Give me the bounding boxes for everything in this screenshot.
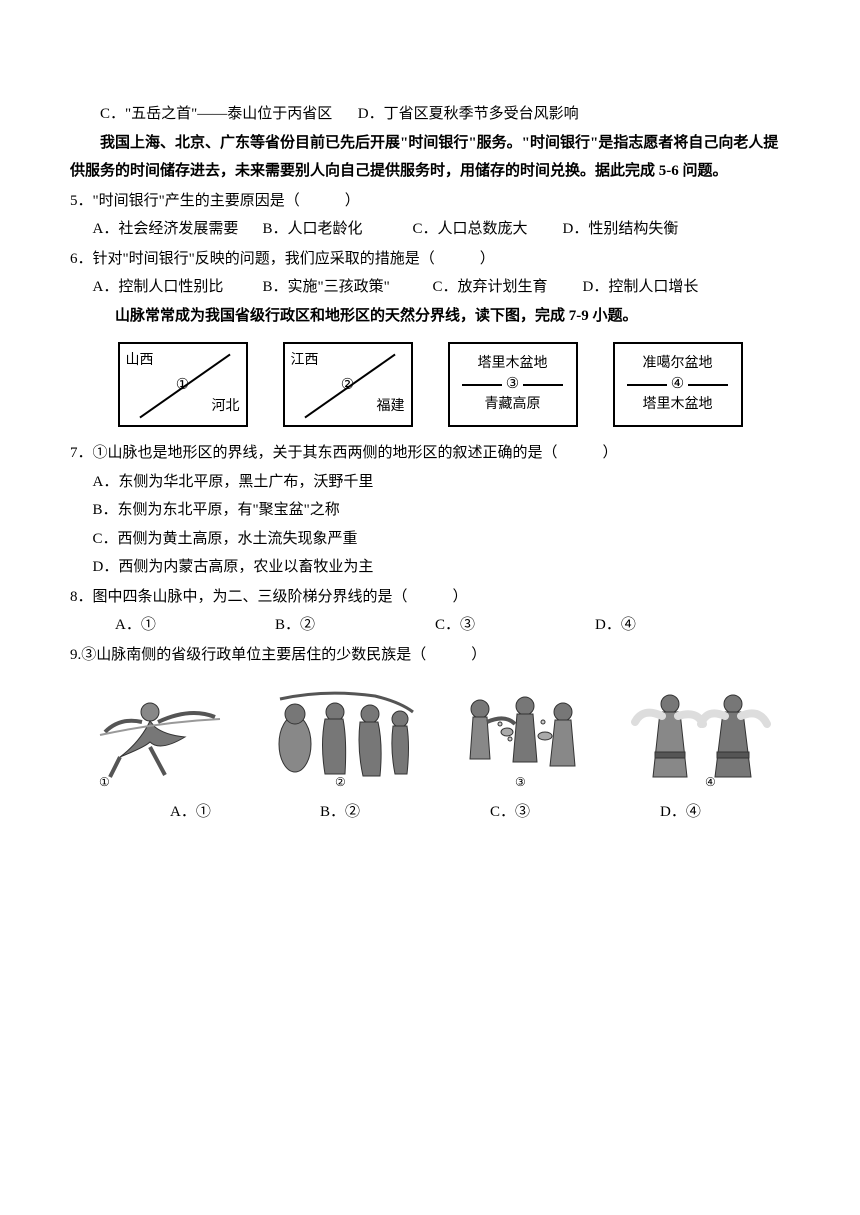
q5-opt-b: B．人口老龄化 [263,215,413,244]
q4-opt-c: C．"五岳之首"——泰山位于丙省区 [100,106,332,122]
diagram-3: 塔里木盆地 ③ 青藏高原 [448,342,578,427]
q5-options: A．社会经济发展需要 B．人口老龄化 C．人口总数庞大 D．性别结构失衡 [70,215,790,244]
q7-stem: 7．①山脉也是地形区的界线，关于其东西两侧的地形区的叙述正确的是（ ） [70,439,790,468]
q9-stem: 9.③山脉南侧的省级行政单位主要居住的少数民族是（ ） [70,641,790,670]
passage-5-6: 我国上海、北京、广东等省份目前已先后开展"时间银行"服务。"时间银行"是指志愿者… [70,129,790,186]
q6-opt-c: C．放弃计划生育 [433,273,583,302]
q6-opt-b: B．实施"三孩政策" [263,273,433,302]
q4-opt-d: D．丁省区夏秋季节多受台风影响 [358,106,579,122]
q7-opt-b: B．东侧为东北平原，有"聚宝盆"之称 [70,496,790,525]
q7-opt-c: C．西侧为黄土高原，水土流失现象严重 [70,525,790,554]
ethnic-images: ① ② [70,679,790,794]
q4-option-cd: C．"五岳之首"——泰山位于丙省区 D．丁省区夏秋季节多受台风影响 [70,100,790,129]
q5-stem: 5．"时间银行"产生的主要原因是（ ） [70,187,790,216]
diagram-4: 准噶尔盆地 ④ 塔里木盆地 [613,342,743,427]
q8-opt-a: A．① [115,611,275,640]
diagram-1: 山西 ① 河北 [118,342,248,427]
q8-opt-c: C．③ [435,611,595,640]
q9-opt-c: C．③ [490,798,660,827]
q8-opt-d: D．④ [595,611,755,640]
q9-opt-a: A．① [170,798,320,827]
q9-opt-d: D．④ [660,798,780,827]
ethnic-image-4: ④ [625,679,775,794]
ethnic-image-1: ① [85,679,235,794]
passage-7-9: 山脉常常成为我国省级行政区和地形区的天然分界线，读下图，完成 7-9 小题。 [70,302,790,331]
q6-opt-d: D．控制人口增长 [583,273,733,302]
q9-options: A．① B．② C．③ D．④ [70,798,790,827]
q6-opt-a: A．控制人口性别比 [93,273,263,302]
q7-opt-a: A．东侧为华北平原，黑土广布，沃野千里 [70,468,790,497]
q6-stem: 6．针对"时间银行"反映的问题，我们应采取的措施是（ ） [70,245,790,274]
ethnic-image-2: ② [265,679,415,794]
q8-stem: 8．图中四条山脉中，为二、三级阶梯分界线的是（ ） [70,583,790,612]
diagram-2: 江西 ② 福建 [283,342,413,427]
q5-opt-a: A．社会经济发展需要 [93,215,263,244]
q5-opt-c: C．人口总数庞大 [413,215,563,244]
q5-opt-d: D．性别结构失衡 [563,215,713,244]
mountain-diagrams: 山西 ① 河北 江西 ② 福建 塔里木盆地 ③ 青藏高原 准噶尔盆地 ④ 塔里木… [100,342,760,427]
q7-opt-d: D．西侧为内蒙古高原，农业以畜牧业为主 [70,553,790,582]
q8-options: A．① B．② C．③ D．④ [70,611,790,640]
q6-options: A．控制人口性别比 B．实施"三孩政策" C．放弃计划生育 D．控制人口增长 [70,273,790,302]
q9-opt-b: B．② [320,798,490,827]
ethnic-image-3: ③ [445,679,595,794]
q8-opt-b: B．② [275,611,435,640]
